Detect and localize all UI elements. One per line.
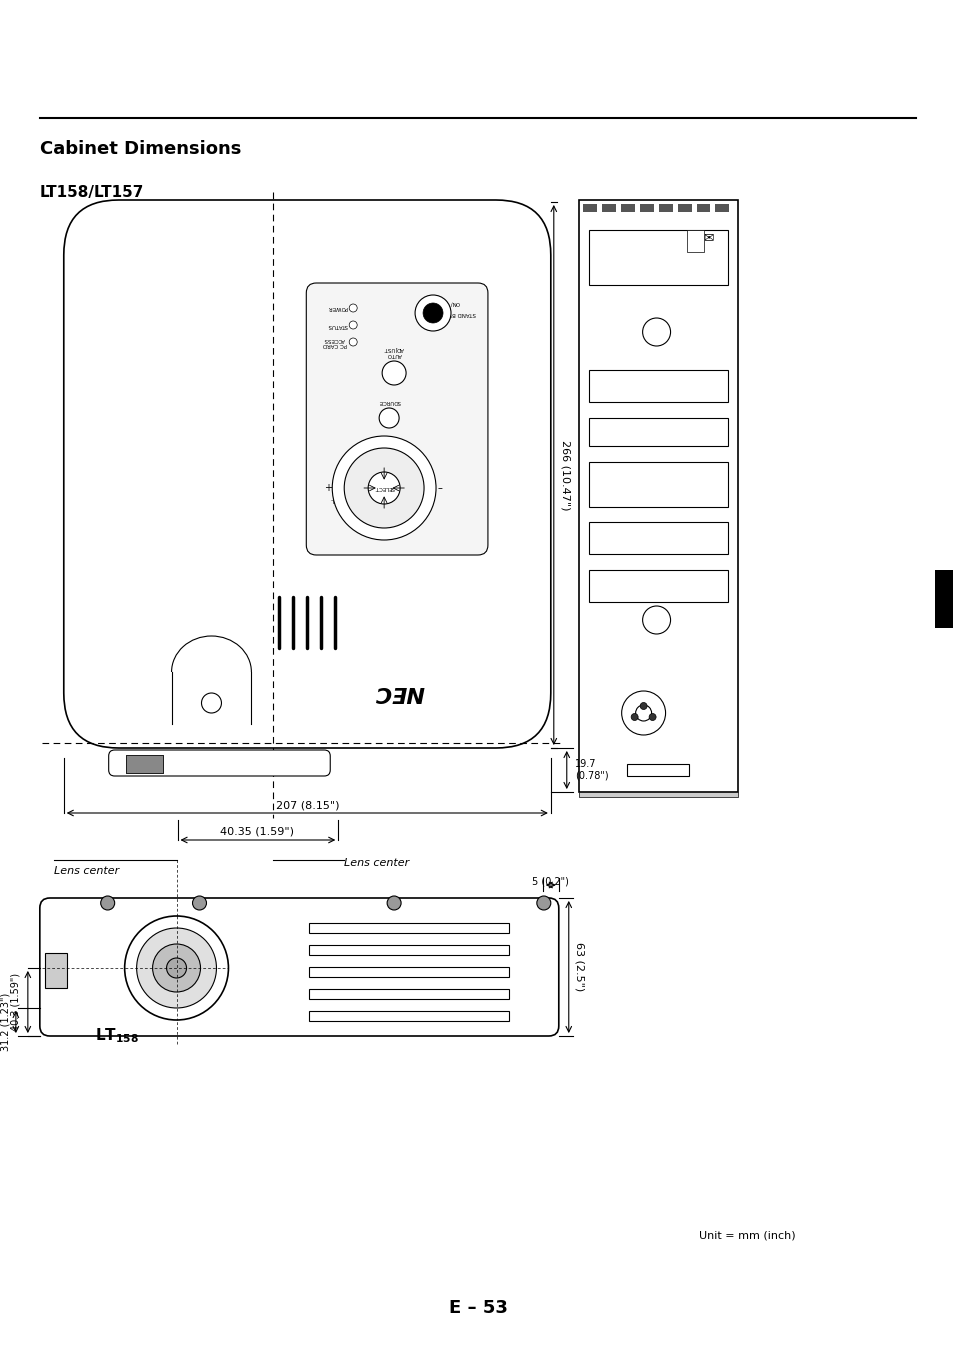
Text: Unit = mm (inch): Unit = mm (inch) — [698, 1229, 794, 1240]
Circle shape — [639, 702, 646, 709]
Text: ✉: ✉ — [702, 232, 713, 244]
Circle shape — [368, 472, 399, 504]
Circle shape — [167, 958, 187, 979]
Circle shape — [152, 944, 200, 992]
Bar — [309, 945, 508, 954]
Text: Lens center: Lens center — [344, 857, 409, 868]
Circle shape — [378, 408, 398, 429]
Bar — [588, 522, 728, 554]
Text: Lens center: Lens center — [53, 865, 119, 876]
Text: 5 (0.2"): 5 (0.2") — [532, 878, 569, 887]
Text: STAND BY: STAND BY — [449, 310, 476, 315]
Bar — [686, 231, 703, 252]
Circle shape — [125, 917, 228, 1020]
Text: NEC: NEC — [374, 682, 424, 702]
Bar — [620, 204, 634, 212]
Circle shape — [332, 435, 436, 541]
Text: –: – — [437, 483, 442, 493]
Bar — [309, 967, 508, 977]
Bar — [588, 369, 728, 402]
Bar — [626, 764, 688, 776]
Circle shape — [537, 896, 550, 910]
Circle shape — [382, 361, 406, 386]
Text: STATUS: STATUS — [326, 322, 347, 328]
Bar — [588, 462, 728, 507]
Text: Cabinet Dimensions: Cabinet Dimensions — [40, 140, 241, 158]
Circle shape — [193, 896, 206, 910]
Bar — [715, 204, 729, 212]
Text: +: + — [324, 483, 332, 493]
Text: LT158/LT157: LT158/LT157 — [40, 185, 144, 200]
Text: SELECT: SELECT — [374, 485, 394, 491]
Bar — [934, 570, 953, 628]
Circle shape — [422, 303, 442, 324]
Circle shape — [387, 896, 400, 910]
Text: 63 (2.5"): 63 (2.5") — [574, 942, 584, 992]
Circle shape — [648, 713, 656, 720]
Circle shape — [349, 305, 356, 311]
Text: ON/: ON/ — [449, 301, 458, 306]
Bar — [126, 755, 162, 772]
Text: LT$_{\mathbf{158}}$: LT$_{\mathbf{158}}$ — [94, 1026, 138, 1045]
Text: 266 (10.47"): 266 (10.47") — [560, 439, 570, 511]
Bar — [588, 418, 728, 446]
Text: MENU: MENU — [375, 530, 392, 535]
Bar — [309, 989, 508, 999]
Bar — [126, 755, 162, 772]
FancyBboxPatch shape — [40, 898, 558, 1037]
Bar — [582, 204, 596, 212]
Bar — [588, 570, 728, 603]
Circle shape — [101, 896, 114, 910]
Text: 207 (8.15"): 207 (8.15") — [275, 799, 338, 810]
Text: PC CARD
ACCESS: PC CARD ACCESS — [323, 337, 347, 348]
Circle shape — [631, 713, 638, 720]
Bar — [578, 200, 738, 793]
Circle shape — [136, 927, 216, 1008]
Text: CANCEL: CANCEL — [330, 497, 352, 503]
Bar — [45, 953, 67, 988]
Circle shape — [201, 693, 221, 713]
Text: POWER: POWER — [327, 306, 347, 310]
Circle shape — [642, 318, 670, 346]
Bar — [309, 923, 508, 933]
Circle shape — [415, 295, 451, 332]
Text: 40.35 (1.59"): 40.35 (1.59") — [220, 828, 294, 837]
FancyBboxPatch shape — [306, 283, 487, 555]
Circle shape — [642, 607, 670, 634]
Circle shape — [349, 321, 356, 329]
Text: AUTO
ADJUST: AUTO ADJUST — [383, 346, 404, 357]
Circle shape — [621, 692, 665, 735]
Bar — [639, 204, 653, 212]
Bar — [601, 204, 615, 212]
Text: 19.7
(0.78"): 19.7 (0.78") — [574, 759, 608, 780]
Text: E – 53: E – 53 — [448, 1299, 507, 1317]
FancyBboxPatch shape — [64, 200, 550, 748]
Text: ENTER: ENTER — [375, 442, 393, 446]
Bar — [658, 204, 672, 212]
FancyBboxPatch shape — [109, 749, 330, 776]
Bar — [677, 204, 691, 212]
Bar — [588, 231, 728, 284]
Circle shape — [344, 448, 424, 528]
Text: 31.2 (1.23"): 31.2 (1.23") — [1, 993, 10, 1051]
Circle shape — [635, 705, 651, 721]
Bar — [578, 793, 738, 797]
Bar — [309, 1011, 508, 1020]
Bar — [696, 204, 710, 212]
Text: 40.3 (1.59"): 40.3 (1.59") — [10, 973, 21, 1031]
Text: SOURCE: SOURCE — [377, 399, 400, 404]
Circle shape — [349, 338, 356, 346]
